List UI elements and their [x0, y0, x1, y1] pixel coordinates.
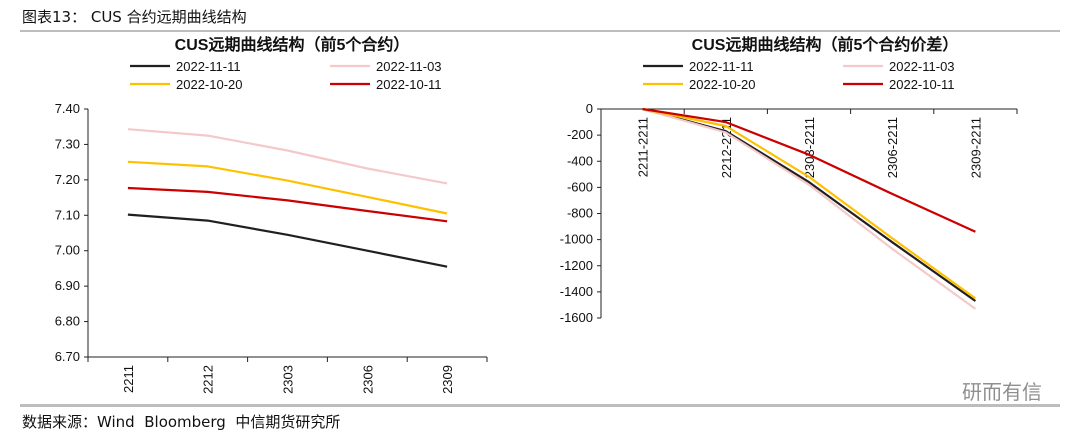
- bottom-divider: [20, 404, 1060, 407]
- y-tick-label: -200: [567, 127, 593, 142]
- legend-label: 2022-11-11: [689, 59, 754, 74]
- legend-label: 2022-10-11: [889, 77, 955, 92]
- figure-title: 图表13： CUS 合约远期曲线结构: [22, 8, 247, 26]
- y-tick-label: -600: [567, 179, 593, 194]
- series-line-2022-10-11: [642, 107, 976, 233]
- x-tick-label: 2303-2211: [802, 117, 817, 178]
- legend-label: 2022-11-03: [376, 59, 442, 74]
- x-tick-label: 2309: [440, 365, 455, 394]
- top-divider: [20, 30, 1060, 32]
- chart-right: CUS远期曲线结构（前5个合约价差） 2022-11-11 2022-11-03 20…: [560, 35, 1018, 325]
- watermark: 研而有信: [962, 380, 1042, 404]
- y-tick-label: -1600: [560, 310, 593, 325]
- source-note: 数据来源：Wind Bloomberg 中信期货研究所: [22, 413, 341, 431]
- x-tick-label: 2211: [121, 365, 136, 393]
- y-tick-label: 7.40: [55, 101, 80, 116]
- legend-label: 2022-11-11: [176, 59, 241, 74]
- y-tick-label: -400: [567, 153, 593, 168]
- x-tick-label: 2306-2211: [885, 117, 900, 178]
- y-tick-label: 6.70: [55, 349, 80, 364]
- legend-label: 2022-11-03: [889, 59, 955, 74]
- legend-label: 2022-10-11: [376, 77, 442, 92]
- y-tick-label: 0: [586, 101, 593, 116]
- series-line-2022-10-20: [127, 160, 448, 215]
- chart-title: CUS远期曲线结构（前5个合约价差）: [692, 35, 959, 54]
- chart-title: CUS远期曲线结构（前5个合约）: [175, 35, 410, 54]
- y-tick-label: -1200: [560, 258, 593, 273]
- y-tick-label: 7.20: [55, 172, 80, 187]
- y-tick-label: -1400: [560, 284, 593, 299]
- y-tick-label: 7.10: [55, 207, 80, 222]
- x-tick-label: 2306: [360, 365, 375, 394]
- y-tick-label: 6.90: [55, 278, 80, 293]
- x-tick-label: 2303: [281, 365, 296, 394]
- series-line-2022-11-03: [642, 107, 977, 310]
- legend-label: 2022-10-20: [689, 77, 756, 92]
- legend-label: 2022-10-20: [176, 77, 243, 92]
- series-line-2022-11-03: [127, 128, 448, 185]
- series-line-2022-11-11: [127, 213, 448, 268]
- y-tick-label: 7.30: [55, 136, 80, 151]
- x-tick-label: 2309-2211: [968, 117, 983, 178]
- series-line-2022-10-20: [642, 107, 977, 300]
- y-tick-label: 7.00: [55, 243, 80, 258]
- y-tick-label: -1000: [560, 232, 593, 247]
- y-tick-label: -800: [567, 206, 593, 221]
- x-tick-label: 2211-2211: [636, 117, 651, 177]
- chart-left: CUS远期曲线结构（前5个合约） 2022-11-11 2022-11-03 2022…: [55, 35, 488, 394]
- x-tick-label: 2212: [201, 365, 216, 394]
- y-tick-label: 6.80: [55, 314, 80, 329]
- series-line-2022-10-11: [127, 186, 448, 223]
